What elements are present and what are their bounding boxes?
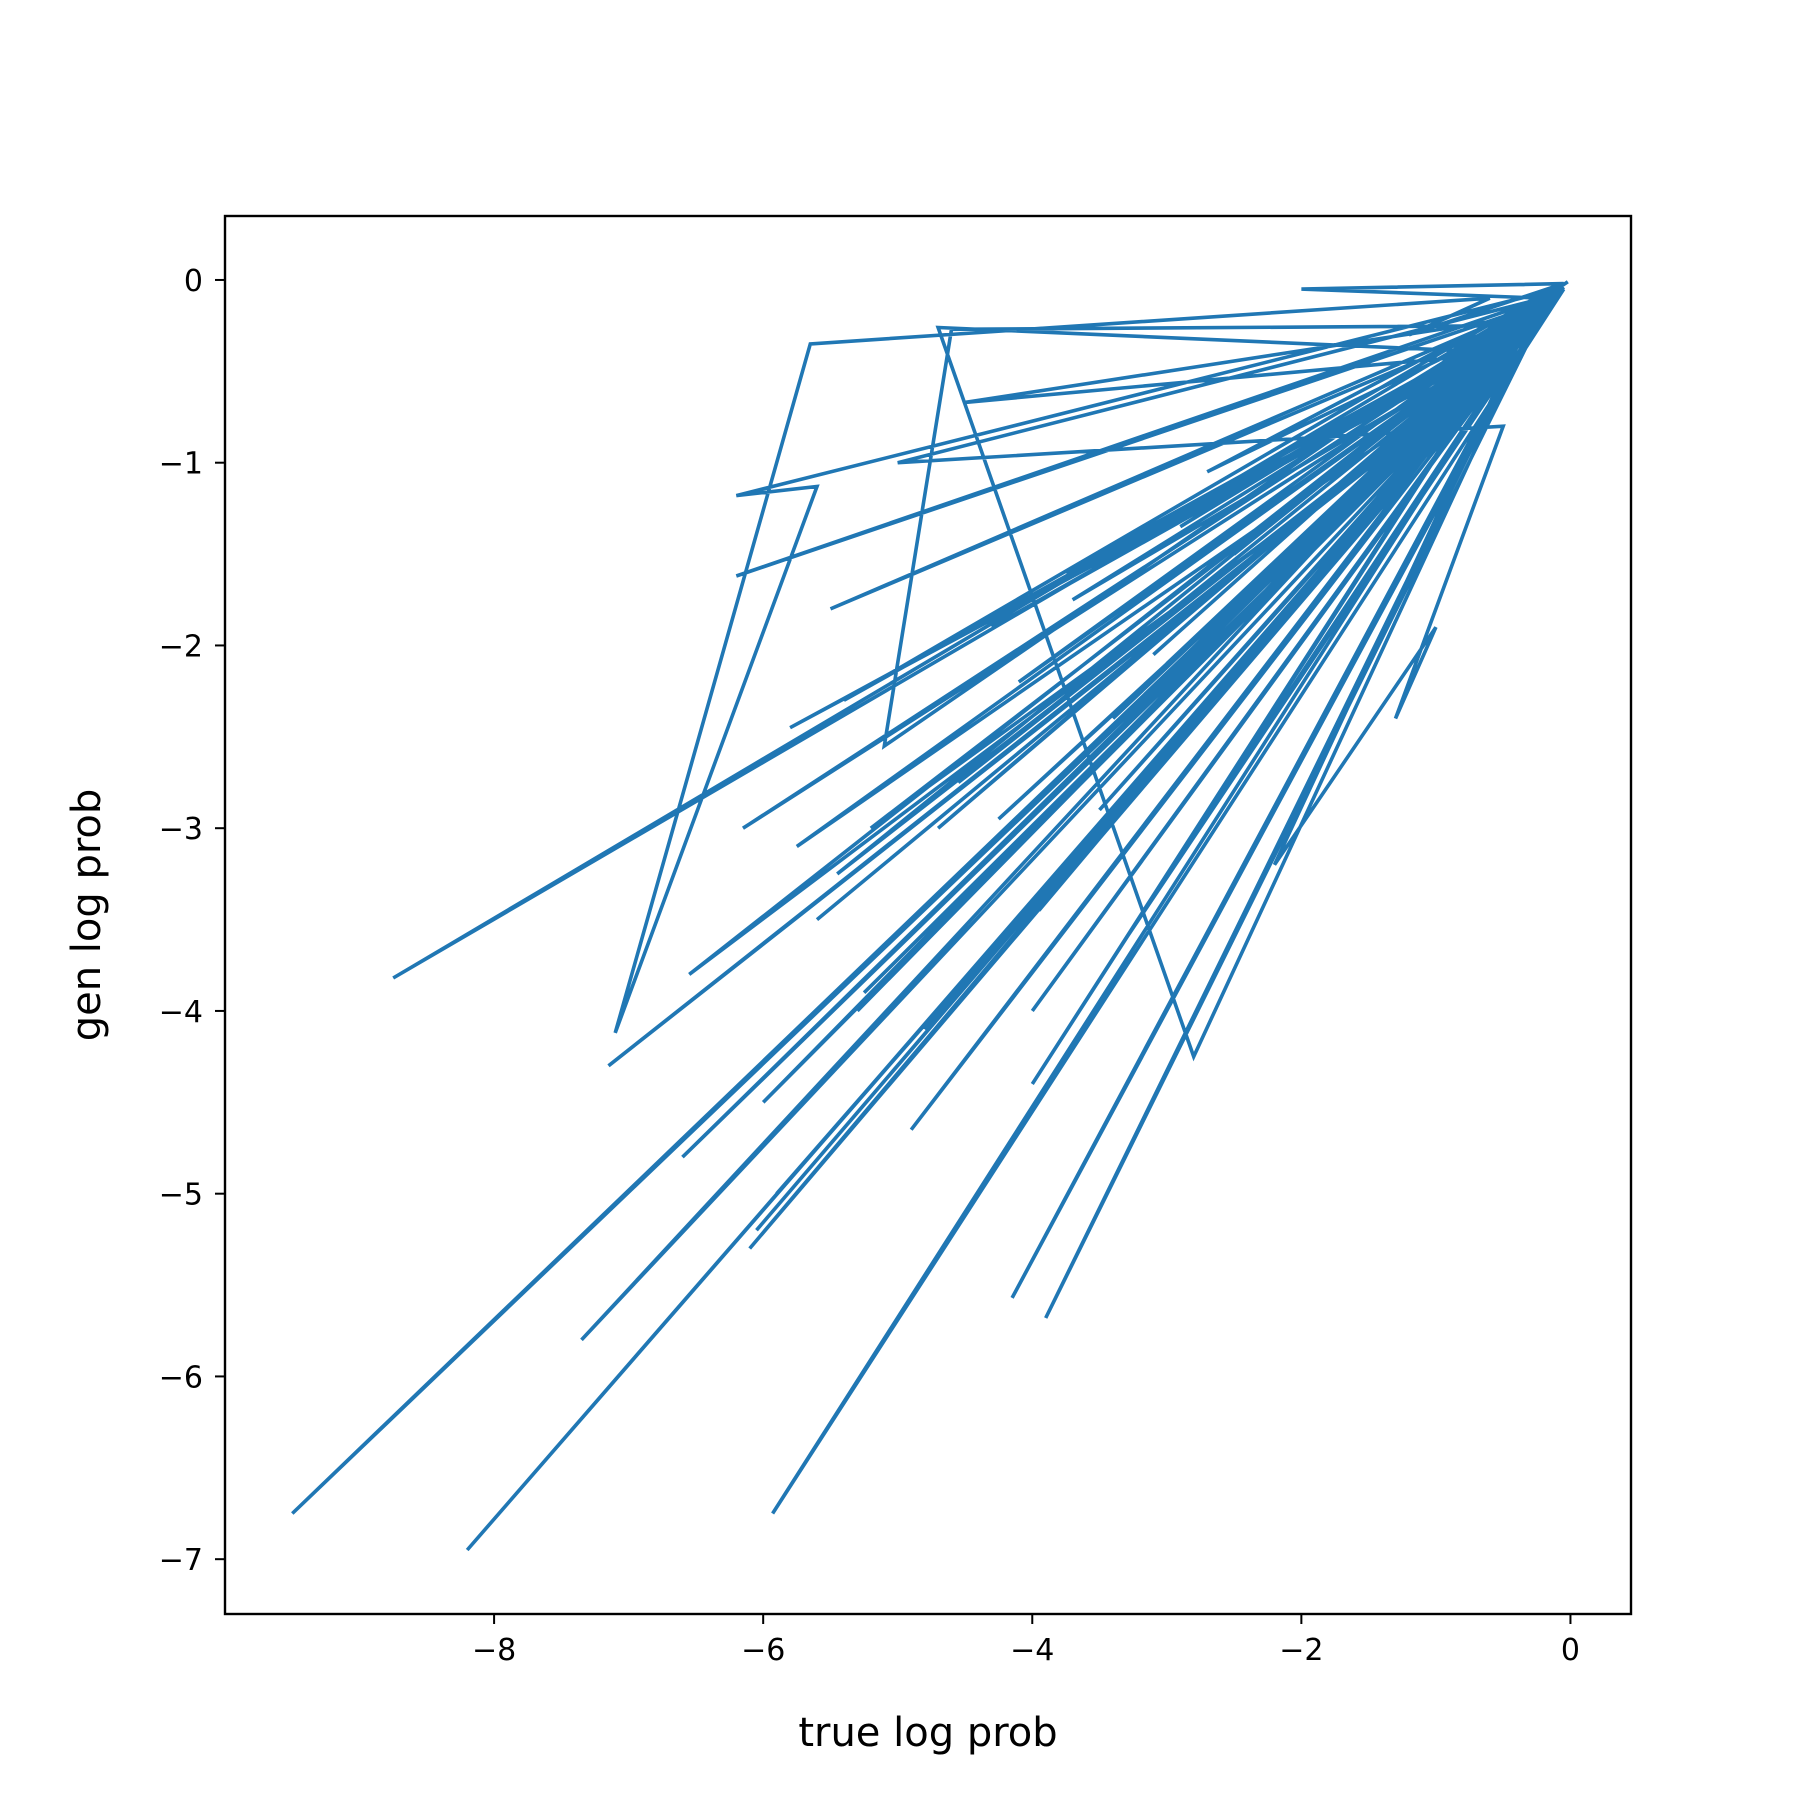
y-tick-label: −6	[159, 1360, 203, 1395]
y-tick-label: −5	[159, 1178, 203, 1213]
x-tick-label: 0	[1561, 1633, 1580, 1668]
series-line-0	[291, 280, 1569, 1552]
x-tick-label: −2	[1279, 1633, 1323, 1668]
y-tick-label: −2	[159, 629, 203, 664]
x-axis: −8 −6 −4 −2 0	[472, 1614, 1580, 1668]
x-tick-label: −4	[1010, 1633, 1054, 1668]
y-tick-label: −4	[159, 995, 203, 1030]
plot-frame	[223, 214, 1633, 1616]
y-axis: 0 −1 −2 −3 −4 −5 −6 −7	[159, 264, 225, 1578]
y-tick-label: −1	[159, 447, 203, 482]
x-tick-label: −8	[472, 1633, 516, 1668]
plot-area	[291, 280, 1569, 1552]
y-axis-label: gen log prob	[64, 789, 110, 1042]
y-tick-label: 0	[184, 264, 203, 299]
x-axis-label: true log prob	[798, 1710, 1057, 1756]
y-tick-label: −3	[159, 812, 203, 847]
x-tick-label: −6	[741, 1633, 785, 1668]
y-tick-label: −7	[159, 1543, 203, 1578]
